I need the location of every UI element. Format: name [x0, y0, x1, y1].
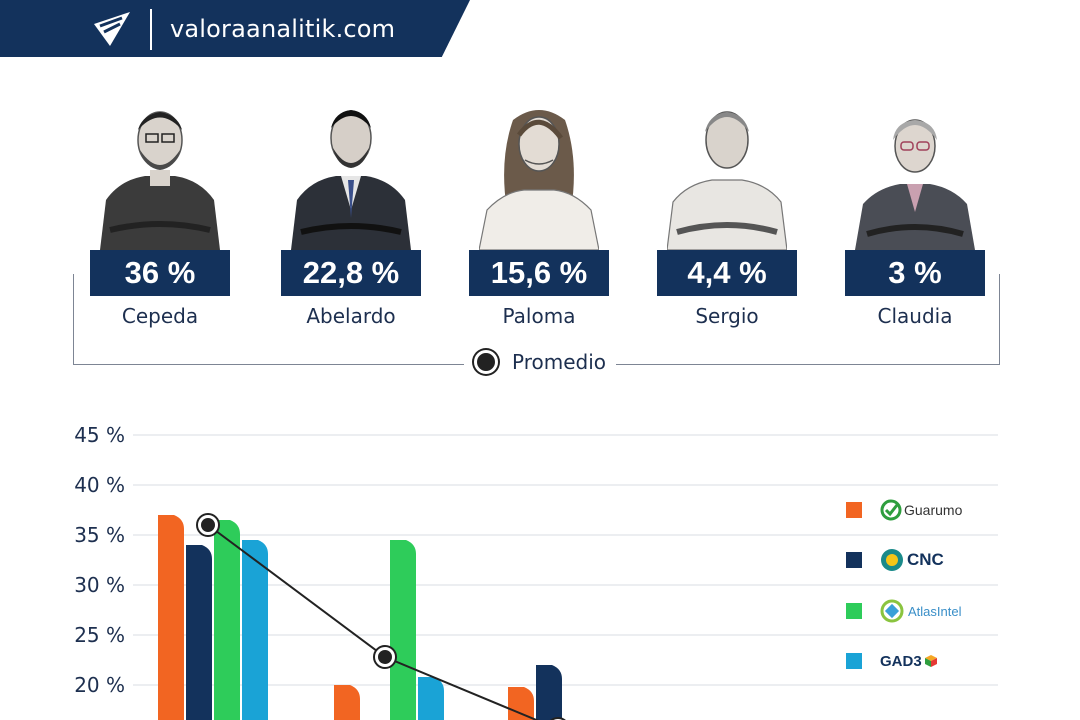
candidate-card-abelardo: 22,8 % Abelardo — [281, 100, 421, 340]
site-header-banner: valoraanalitik.com — [0, 0, 470, 57]
bar-gad3 — [418, 677, 444, 720]
portrait-icon-claudia — [855, 119, 975, 250]
promedio-dot-icon — [474, 350, 498, 374]
legend-swatch — [846, 653, 862, 669]
candidate-name: Paloma — [502, 304, 576, 328]
promedio-legend: Promedio — [464, 348, 617, 376]
bar-gad3 — [242, 540, 268, 720]
candidate-name: Abelardo — [306, 304, 396, 328]
candidate-card-claudia: 3 % Claudia — [845, 100, 985, 340]
candidate-name: Sergio — [695, 304, 759, 328]
promedio-point — [378, 650, 392, 664]
y-tick-label: 20 % — [74, 673, 125, 697]
promedio-label: Promedio — [512, 350, 607, 374]
y-tick-label: 25 % — [74, 623, 125, 647]
legend-item-gad3: GAD3 — [846, 646, 938, 676]
bar-atlasintel — [214, 520, 240, 720]
guarumo-logo-icon: Guarumo — [880, 499, 962, 521]
valora-logo-icon — [94, 12, 130, 46]
gad3-logo-icon: GAD3 — [880, 653, 938, 670]
candidate-card-cepeda: 36 % Cepeda — [90, 100, 230, 340]
legend-swatch — [846, 603, 862, 619]
legend-swatch — [846, 552, 862, 568]
y-tick-label: 30 % — [74, 573, 125, 597]
candidate-card-sergio: 4,4 % Sergio — [657, 100, 797, 340]
atlasintel-logo-icon: AtlasIntel — [880, 599, 961, 623]
bar-atlasintel — [390, 540, 416, 720]
cnc-logo-icon: CNC — [880, 548, 944, 572]
bar-guarumo — [508, 687, 534, 720]
bar-guarumo — [334, 685, 360, 720]
legend-item-atlasintel: AtlasIntel — [846, 596, 961, 626]
header-divider — [150, 9, 152, 50]
candidate-name: Cepeda — [121, 304, 199, 328]
site-url[interactable]: valoraanalitik.com — [170, 15, 396, 43]
candidate-card-paloma: 15,6 % Paloma — [469, 100, 609, 340]
y-tick-label: 40 % — [74, 473, 125, 497]
bar-cnc — [536, 665, 562, 720]
legend-item-cnc: CNC — [846, 545, 944, 575]
legend-label: GAD3 — [880, 652, 922, 670]
bar-guarumo — [158, 515, 184, 720]
legend-label: CNC — [907, 550, 944, 569]
portrait-icon-sergio — [667, 111, 787, 250]
legend-label: Guarumo — [904, 502, 963, 518]
bar-cnc — [186, 545, 212, 720]
candidate-pct: 22,8 % — [281, 250, 421, 296]
candidate-pct: 15,6 % — [469, 250, 609, 296]
candidate-name: Claudia — [877, 304, 953, 328]
portrait-icon-abelardo — [291, 110, 411, 250]
portrait-icon-cepeda — [100, 111, 220, 250]
legend-swatch — [846, 502, 862, 518]
y-tick-label: 45 % — [74, 423, 125, 447]
legend-item-guarumo: Guarumo — [846, 495, 962, 525]
poll-bar-chart: 45 % 40 % 35 % 30 % 25 % 20 % — [74, 423, 998, 720]
y-tick-label: 35 % — [74, 523, 125, 547]
candidate-pct: 3 % — [845, 250, 985, 296]
candidate-pct: 36 % — [90, 250, 230, 296]
promedio-point — [201, 518, 215, 532]
legend-label: AtlasIntel — [908, 603, 962, 619]
portrait-icon-paloma — [479, 110, 599, 250]
candidate-pct: 4,4 % — [657, 250, 797, 296]
